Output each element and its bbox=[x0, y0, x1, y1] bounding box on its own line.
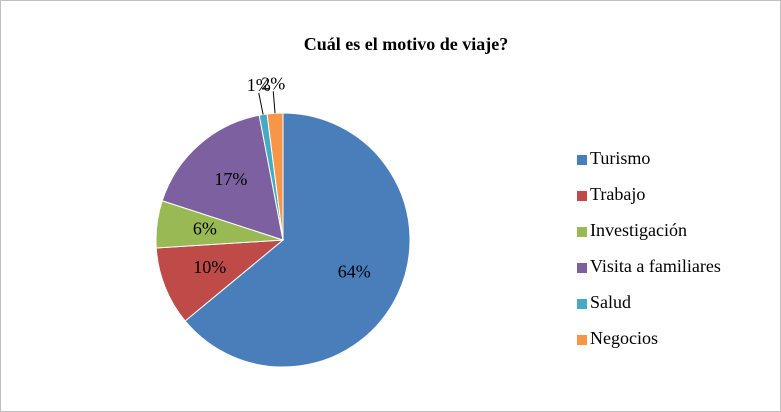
data-label: 10% bbox=[193, 257, 226, 277]
legend-label: Investigación bbox=[590, 220, 687, 240]
legend-label: Visita a familiares bbox=[590, 256, 721, 276]
leader-line bbox=[258, 92, 264, 115]
legend-label: Salud bbox=[590, 292, 631, 312]
legend-label: Trabajo bbox=[590, 184, 645, 204]
leader-line bbox=[272, 91, 276, 114]
legend-swatch bbox=[577, 227, 587, 237]
legend-swatch bbox=[577, 299, 587, 309]
legend-swatch bbox=[577, 191, 587, 201]
legend-swatch bbox=[577, 335, 587, 345]
legend-label: Turismo bbox=[590, 148, 650, 168]
data-label: 64% bbox=[338, 262, 371, 282]
pie-slice bbox=[155, 239, 285, 322]
data-label: 1% bbox=[247, 75, 271, 95]
data-label: 6% bbox=[193, 218, 217, 238]
pie-slice bbox=[161, 114, 284, 241]
data-label: 17% bbox=[214, 169, 247, 189]
legend-swatch bbox=[577, 155, 587, 165]
chart-title: Cuál es el motivo de viaje? bbox=[304, 34, 508, 54]
legend-label: Negocios bbox=[590, 328, 658, 348]
pie-slice bbox=[184, 112, 411, 368]
legend-swatch bbox=[577, 263, 587, 273]
data-label: 2% bbox=[261, 73, 285, 93]
